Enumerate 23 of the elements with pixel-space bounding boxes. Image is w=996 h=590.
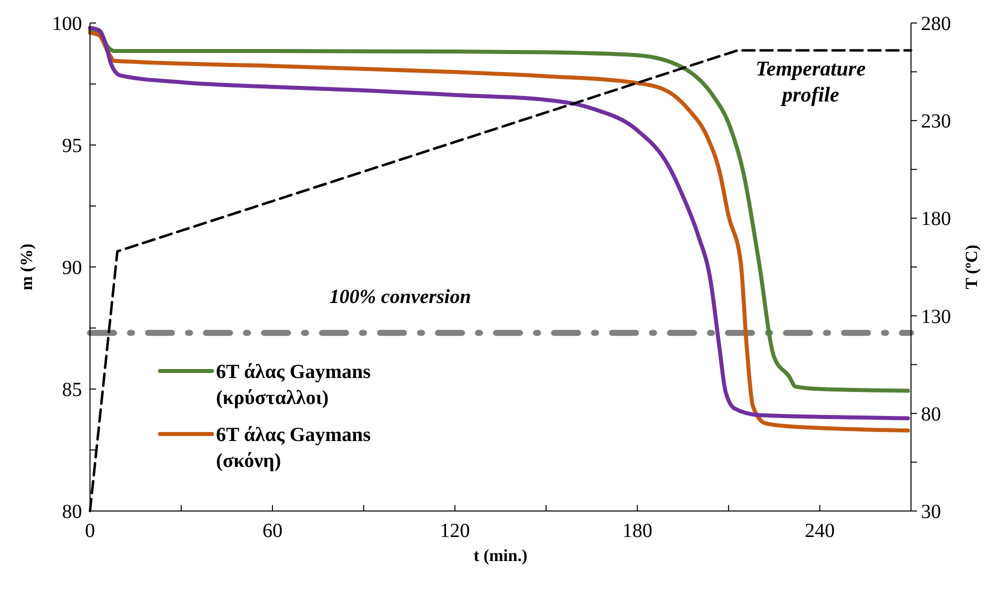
y-tick-label: 90: [62, 257, 82, 279]
ref-line-label: 100% conversion: [329, 286, 471, 308]
y-tick-label: 80: [62, 501, 82, 523]
x-tick-label: 60: [262, 520, 282, 542]
x-tick-label: 240: [804, 520, 835, 542]
y-tick-label: 95: [62, 135, 82, 157]
x-axis-title: t (min.): [474, 546, 528, 565]
legend-label: 6T άλας Gaymans (σκόνη): [216, 424, 371, 472]
y2-tick-label: 130: [921, 306, 951, 328]
series-label: Temperature profile: [756, 56, 866, 107]
y-axis-title: m (%): [17, 244, 36, 290]
x-tick-label: 120: [440, 520, 470, 542]
y2-tick-label: 80: [921, 403, 941, 426]
y2-tick-label: 30: [921, 501, 941, 523]
x-tick-label: 180: [622, 520, 652, 542]
legend-label: 6T άλας Gaymans (κρύσταλλοι): [216, 361, 371, 409]
x-tick-label: 0: [85, 520, 95, 542]
y-tick-label: 85: [62, 379, 82, 401]
y2-tick-label: 230: [921, 110, 951, 133]
y-tick-label: 100: [52, 13, 82, 35]
y2-tick-label: 280: [921, 13, 951, 35]
y2-tick-label: 180: [921, 208, 951, 230]
y2-axis-title: T (ºC): [962, 244, 981, 290]
